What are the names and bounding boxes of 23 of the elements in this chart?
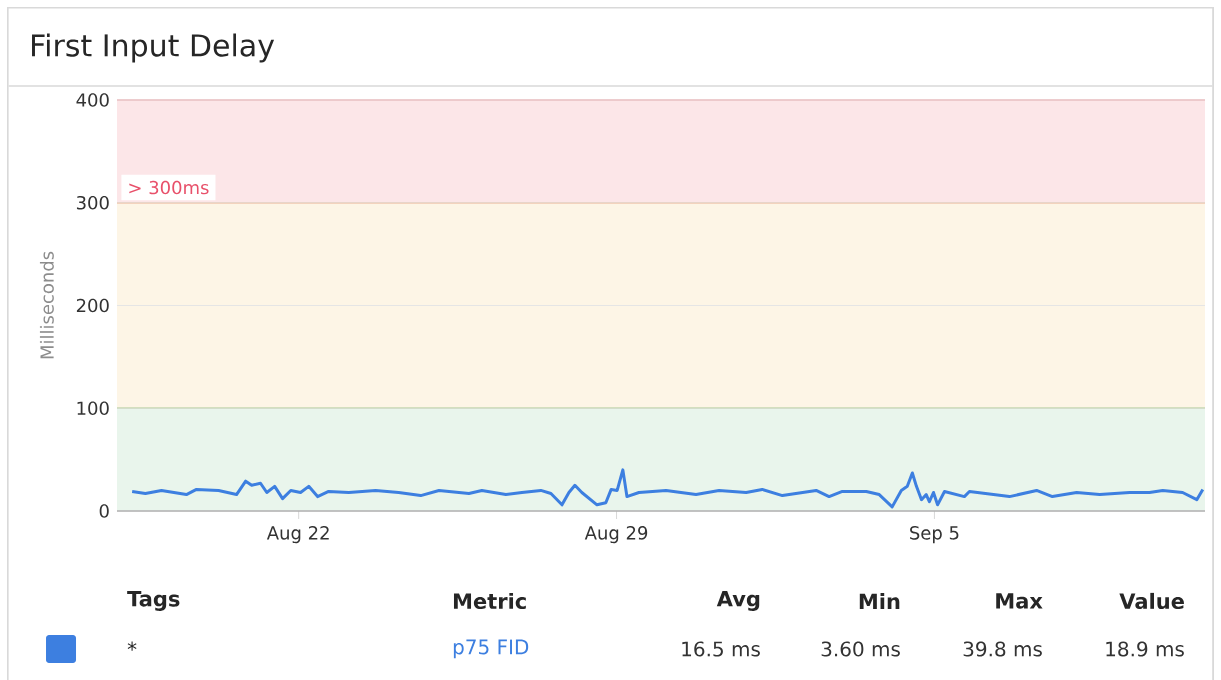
y-tick-label: 400 [76,93,109,107]
y-tick-label: 200 [76,298,109,313]
text: 3.60 ms [821,641,900,657]
text: * [127,641,137,651]
x-tick-label: Aug 22 [266,526,329,544]
text: Min [859,593,900,609]
text: Avg [716,591,760,611]
y-tick-label: 100 [77,401,109,416]
text: 16.5 ms [682,641,760,657]
y-axis-title: Milliseconds [39,251,54,359]
text: Metric [453,592,526,610]
x-tick-label: Sep 5 [910,526,959,544]
text: p75 FID [453,639,529,659]
y-tick-label: 0 [99,504,109,518]
text: Max [996,593,1043,609]
text: 39.8 ms [963,641,1042,657]
text: 18.9 ms [1106,641,1184,657]
x-tick-label: Aug 29 [584,526,648,544]
band-label: > 300ms [129,180,209,195]
text: Value [1119,592,1184,610]
text: Tags [127,591,180,611]
chart-title: First Input Delay [32,33,275,63]
y-tick-label: 300 [76,195,109,210]
